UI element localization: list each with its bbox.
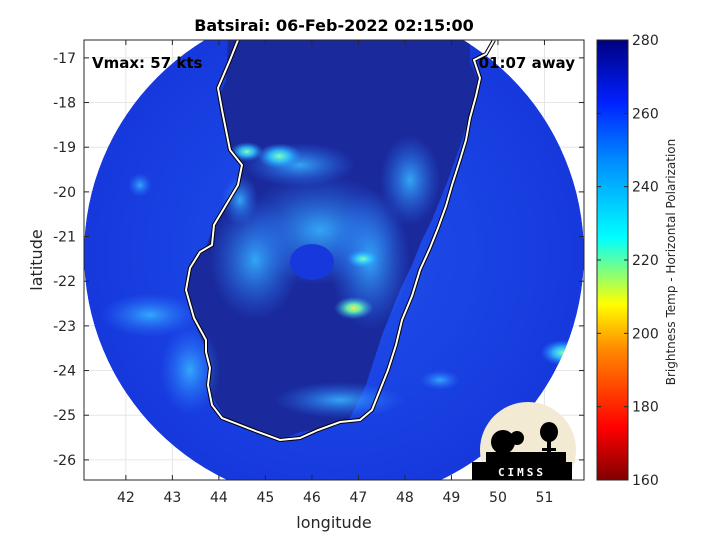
- y-ticks: -17 -18 -19 -20 -21 -22 -23 -24 -25 -26: [53, 51, 584, 469]
- cimss-logo: CIMSS: [472, 402, 576, 480]
- band: [275, 382, 405, 418]
- colorbar-label: Brightness Temp - Horizontal Polarizatio…: [664, 139, 678, 386]
- cold-spot: [256, 143, 302, 169]
- chart-title: Batsirai: 06-Feb-2022 02:15:00: [194, 16, 474, 35]
- y-tick-label: -24: [53, 364, 76, 380]
- logo-banner: [472, 462, 572, 480]
- x-tick-label: 45: [256, 490, 274, 506]
- time-away-annotation: 01:07 away: [479, 54, 576, 72]
- band: [128, 173, 152, 197]
- x-tick-label: 48: [396, 490, 414, 506]
- band: [222, 175, 258, 225]
- band: [100, 293, 200, 337]
- y-tick-label: -19: [53, 140, 76, 156]
- cold-spot: [346, 249, 380, 269]
- x-tick-label: 49: [443, 490, 461, 506]
- y-tick-label: -18: [53, 96, 76, 112]
- y-axis-label: latitude: [27, 229, 46, 290]
- colorbar-ticks: 160 180 200 220 240 260 280: [597, 33, 659, 489]
- y-tick-label: -26: [53, 453, 76, 469]
- y-tick-label: -23: [53, 319, 76, 335]
- storm-eye: [290, 244, 334, 280]
- band: [380, 135, 440, 225]
- cold-spot: [229, 142, 264, 162]
- vmax-annotation: Vmax: 57 kts: [92, 54, 202, 72]
- x-tick-label: 46: [303, 490, 321, 506]
- y-tick-label: -25: [53, 408, 76, 424]
- y-tick-label: -21: [53, 230, 76, 246]
- logo-water-tower-icon: [540, 422, 558, 442]
- logo-tower-leg: [542, 448, 556, 451]
- x-tick-label: 51: [536, 490, 554, 506]
- y-tick-label: -17: [53, 51, 76, 67]
- y-tick-label: -20: [53, 185, 76, 201]
- cold-spot: [334, 296, 374, 320]
- colorbar: [596, 39, 629, 481]
- colorbar-tick-label: 240: [632, 180, 659, 196]
- x-tick-label: 47: [350, 490, 368, 506]
- x-tick-label: 43: [163, 490, 181, 506]
- colorbar-tick-label: 280: [632, 33, 659, 49]
- band: [210, 200, 300, 320]
- band: [420, 370, 460, 390]
- coastline-highlight: [184, 40, 495, 442]
- x-tick-label: 44: [210, 490, 228, 506]
- x-ticks: 42 43 44 45 46 47 48 49 50 51: [117, 40, 553, 506]
- logo-dish-icon: [491, 430, 515, 454]
- colorbar-tick-label: 200: [632, 326, 659, 342]
- y-tick-label: -22: [53, 274, 76, 290]
- axes-box: [83, 39, 585, 481]
- colorbar-tick-label: 220: [632, 253, 659, 269]
- logo-text: CIMSS: [498, 466, 546, 479]
- x-axis-label: longitude: [296, 513, 371, 532]
- logo-dish-icon: [510, 431, 524, 445]
- colorbar-tick-label: 260: [632, 106, 659, 122]
- colorbar-tick-label: 180: [632, 400, 659, 416]
- colorbar-tick-label: 160: [632, 473, 659, 489]
- x-tick-label: 50: [489, 490, 507, 506]
- x-tick-label: 42: [117, 490, 135, 506]
